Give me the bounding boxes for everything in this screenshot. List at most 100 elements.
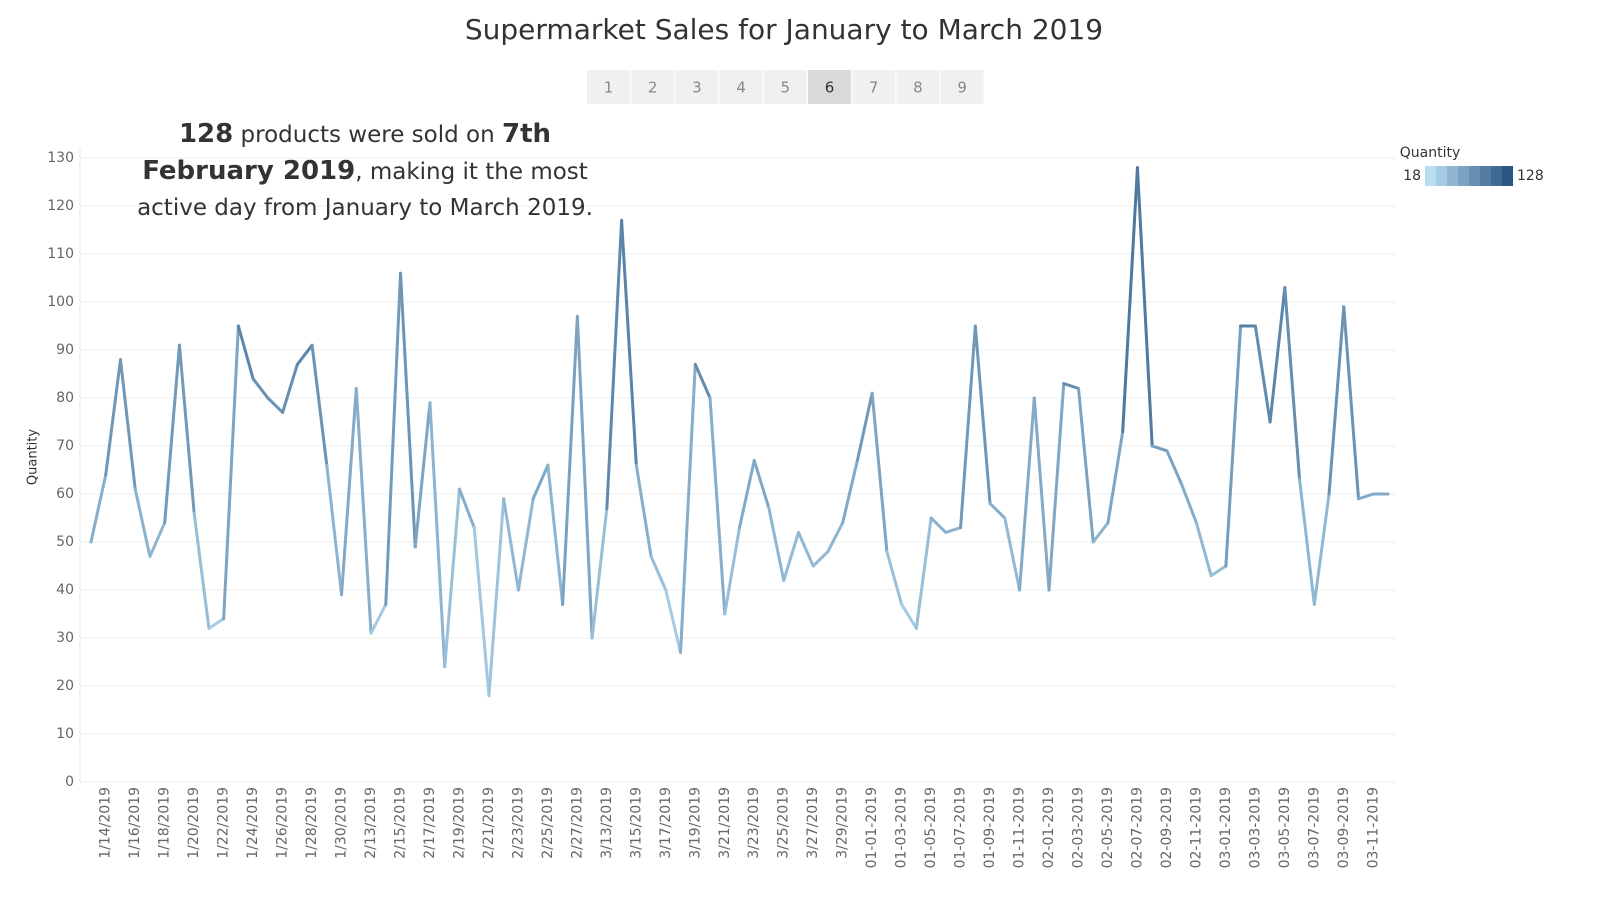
x-tick-label: 1/14/2019 (98, 787, 114, 859)
line-segment (266, 396, 285, 414)
annotation-text: 7th February 2019 (142, 119, 552, 186)
page-button[interactable] (852, 70, 896, 104)
x-tick-label: 3/29/2019 (835, 787, 851, 859)
page-button[interactable] (896, 70, 940, 104)
y-tick-label: 50 (56, 534, 74, 550)
line-segment (738, 458, 756, 530)
x-tick-label: 3/17/2019 (658, 787, 674, 859)
line-segment (1342, 305, 1361, 501)
line-segment (561, 314, 579, 606)
x-tick-label: 2/19/2019 (451, 787, 467, 859)
x-tick-label: 3/23/2019 (746, 787, 762, 859)
x-tick-label: 2/23/2019 (510, 787, 526, 859)
page-label[interactable]: 5 (781, 79, 791, 97)
line-segment (885, 550, 904, 606)
page-label[interactable]: 2 (648, 79, 658, 97)
line-segment (855, 391, 874, 462)
page-label[interactable]: 6 (825, 79, 835, 97)
line-segment (89, 473, 108, 544)
line-segment (708, 396, 727, 616)
line-segment (959, 324, 977, 530)
page-button[interactable] (719, 70, 763, 104)
line-segment (988, 502, 1007, 520)
x-tick-label: 1/26/2019 (275, 787, 291, 859)
y-tick-label: 100 (47, 294, 74, 310)
legend-swatch (1469, 166, 1480, 186)
x-tick-label: 02-01-2019 (1041, 787, 1057, 868)
legend-swatch (1447, 166, 1458, 186)
page-label[interactable]: 7 (869, 79, 879, 97)
x-tick-label: 02-03-2019 (1070, 787, 1086, 868)
y-tick-label: 90 (56, 342, 74, 358)
line-segment (1062, 382, 1080, 390)
page-button[interactable] (675, 70, 719, 104)
page-button[interactable] (631, 70, 675, 104)
line-segment (1076, 386, 1095, 544)
line-segment (1357, 492, 1375, 501)
annotation-text: , making it the most active day from Jan… (137, 159, 593, 221)
line-segment (310, 343, 329, 467)
line-segment (281, 362, 299, 414)
line-segment (1018, 396, 1036, 592)
x-tick-label: 1/16/2019 (127, 787, 143, 859)
line-segment (546, 463, 565, 606)
x-tick-label: 01-01-2019 (864, 787, 880, 868)
page-button[interactable] (587, 70, 630, 104)
x-tick-label: 02-09-2019 (1159, 787, 1175, 868)
line-segment (148, 521, 167, 558)
x-tick-label: 1/28/2019 (304, 787, 320, 859)
page-button[interactable] (763, 70, 807, 104)
x-tick-label: 02-11-2019 (1188, 787, 1204, 868)
page-label[interactable]: 3 (692, 79, 702, 97)
legend-min: 18 (1403, 168, 1421, 184)
page-label[interactable]: 1 (604, 79, 614, 97)
x-tick-label: 03-09-2019 (1336, 787, 1352, 868)
x-tick-label: 03-07-2019 (1306, 787, 1322, 868)
line-segment (192, 511, 211, 630)
line-segment (752, 458, 771, 510)
y-tick-label: 110 (47, 246, 74, 262)
line-segment (679, 362, 697, 654)
page-label[interactable]: 9 (957, 79, 967, 97)
x-tick-label: 2/21/2019 (481, 787, 497, 859)
line-segment (177, 343, 196, 515)
y-tick-label: 30 (56, 630, 74, 646)
line-segment (1312, 492, 1331, 606)
line-segment (443, 487, 461, 669)
y-axis-label: Quantity (26, 429, 41, 485)
x-tick-label: 2/17/2019 (422, 787, 438, 859)
line-segment (1106, 430, 1125, 525)
page-button[interactable] (940, 70, 984, 104)
annotation: 128 products were sold on 7th February 2… (115, 116, 615, 226)
line-segment (295, 343, 314, 366)
annotation-text: products were sold on (233, 122, 502, 148)
line-segment (413, 401, 432, 549)
y-tick-label: 130 (47, 150, 74, 166)
line-segment (1327, 305, 1346, 496)
page-label[interactable]: 8 (913, 79, 923, 97)
line-segment (399, 271, 417, 549)
page-label[interactable]: 4 (736, 79, 746, 97)
line-segment (870, 391, 889, 554)
line-segment (767, 506, 786, 582)
x-tick-label: 1/30/2019 (334, 787, 350, 859)
line-segment (472, 526, 491, 698)
x-tick-label: 03-05-2019 (1277, 787, 1293, 868)
page-button[interactable] (808, 70, 851, 104)
line-segment (1047, 382, 1066, 592)
line-segment (1253, 324, 1272, 424)
line-segment (1298, 478, 1316, 606)
line-segment (929, 516, 948, 534)
line-segment (340, 386, 358, 597)
x-tick-label: 02-05-2019 (1100, 787, 1116, 868)
line-segment (973, 324, 992, 506)
line-segment (693, 362, 712, 400)
y-tick-label: 10 (56, 726, 74, 742)
annotation-text: 128 (178, 119, 234, 149)
line-segment (1283, 286, 1302, 482)
legend-swatch (1425, 166, 1436, 186)
x-tick-label: 01-07-2019 (953, 787, 969, 868)
line-segment (590, 506, 609, 640)
x-tick-label: 2/13/2019 (363, 787, 379, 859)
